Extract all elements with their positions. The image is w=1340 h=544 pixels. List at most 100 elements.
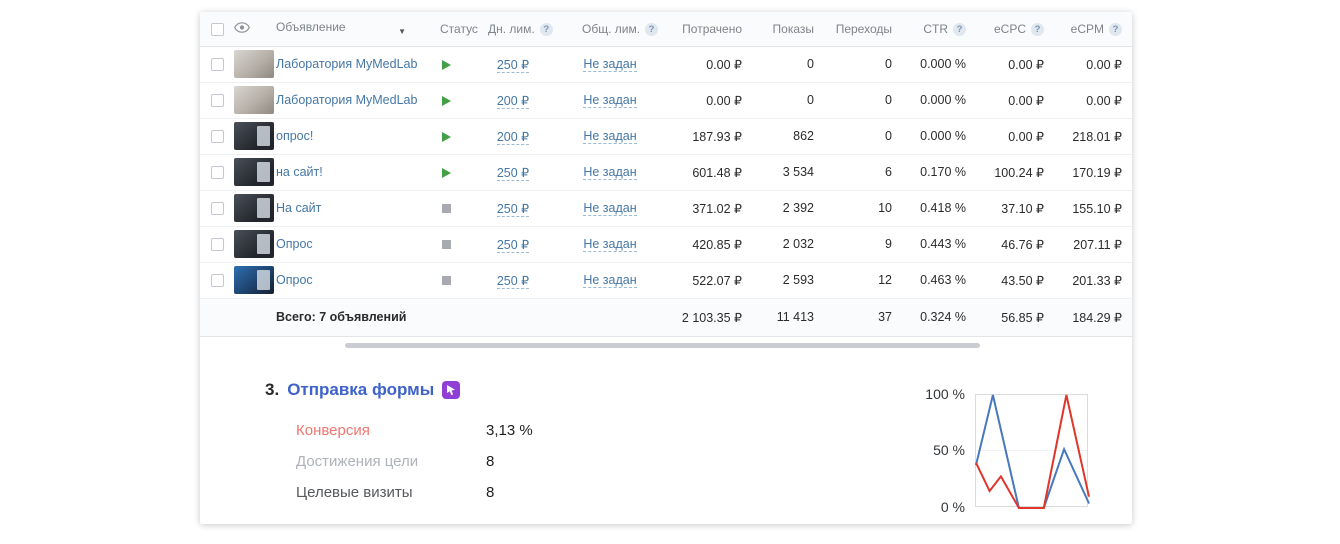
chart-ylabel: 0 %	[940, 498, 965, 515]
status-icon	[442, 167, 451, 178]
ecpc-cell: 37.10 ₽	[976, 190, 1054, 227]
daily-limit-link[interactable]: 250 ₽	[496, 237, 530, 253]
spent-cell: 601.48 ₽	[660, 154, 752, 191]
col-header-ecpc[interactable]: eCPC	[993, 21, 1026, 36]
impressions-cell: 2 032	[752, 226, 824, 263]
total-ecpc: 56.85 ₽	[976, 297, 1054, 337]
info-icon[interactable]	[953, 22, 966, 36]
daily-limit-link[interactable]: 250 ₽	[496, 165, 530, 181]
ad-thumbnail	[234, 230, 274, 258]
table-row: Лаборатория MyMedLab 250 ₽ Не задан 0.00…	[200, 46, 1132, 83]
col-header-daily-limit[interactable]: Дн. лим.	[488, 21, 535, 36]
impressions-cell: 2 593	[752, 262, 824, 299]
goal-chart: 100 % 50 % 0 %	[915, 387, 1090, 515]
status-icon	[442, 204, 451, 214]
daily-limit-link[interactable]: 250 ₽	[496, 273, 530, 289]
table-row: на сайт! 250 ₽ Не задан 601.48 ₽ 3 534 6…	[200, 154, 1132, 191]
total-limit-link[interactable]: Не задан	[583, 57, 637, 72]
impressions-cell: 0	[752, 82, 824, 119]
row-checkbox[interactable]	[210, 166, 224, 180]
ctr-cell: 0.443 %	[902, 226, 976, 263]
total-ctr: 0.324 %	[902, 297, 976, 337]
row-checkbox[interactable]	[210, 274, 224, 288]
ad-name-link[interactable]: Лаборатория MyMedLab	[276, 93, 418, 107]
col-header-total-limit[interactable]: Общ. лим.	[582, 21, 641, 36]
goal-title-link[interactable]: Отправка формы	[287, 379, 435, 399]
info-icon[interactable]	[645, 22, 659, 36]
metric-label: Конверсия	[296, 421, 370, 439]
total-row: Всего: 7 объявлений 2 103.35 ₽ 11 413 37…	[200, 297, 1132, 337]
ad-name-link[interactable]: опрос!	[276, 129, 314, 143]
impressions-cell: 3 534	[752, 154, 824, 191]
daily-limit-link[interactable]: 250 ₽	[496, 57, 530, 73]
ecpc-cell: 46.76 ₽	[976, 226, 1054, 263]
ad-name-link[interactable]: Опрос	[276, 273, 313, 287]
ad-name-link[interactable]: Опрос	[276, 237, 313, 251]
ad-name-link[interactable]: на сайт!	[276, 165, 323, 179]
table-row: Лаборатория MyMedLab 200 ₽ Не задан 0.00…	[200, 82, 1132, 119]
row-checkbox[interactable]	[210, 238, 224, 252]
ads-table: Объявление Статус Дн. лим. Общ. лим. Пот…	[200, 12, 1132, 337]
goal-header: 3. Отправка формы	[265, 380, 1132, 400]
total-limit-link[interactable]: Не задан	[583, 93, 637, 108]
ecpm-cell: 170.19 ₽	[1054, 154, 1132, 191]
ecpm-cell: 0.00 ₽	[1054, 82, 1132, 119]
clicks-cell: 0	[824, 46, 902, 83]
ecpm-cell: 218.01 ₽	[1054, 118, 1132, 155]
horizontal-scrollbar[interactable]	[345, 342, 980, 348]
ecpc-cell: 100.24 ₽	[976, 154, 1054, 191]
ctr-cell: 0.418 %	[902, 190, 976, 227]
metric-label: Достижения цели	[296, 452, 419, 470]
ads-table-body: Лаборатория MyMedLab 250 ₽ Не задан 0.00…	[200, 46, 1132, 299]
spent-cell: 522.07 ₽	[660, 262, 752, 299]
ad-thumbnail	[234, 122, 274, 150]
spent-cell: 0.00 ₽	[660, 46, 752, 83]
col-header-ecpm[interactable]: eCPM	[1070, 21, 1104, 36]
daily-limit-link[interactable]: 200 ₽	[496, 93, 530, 109]
info-icon[interactable]	[1109, 22, 1122, 36]
sort-caret-icon[interactable]	[398, 23, 406, 37]
ad-thumbnail	[234, 158, 274, 186]
row-checkbox[interactable]	[210, 58, 224, 72]
ad-thumbnail	[234, 86, 274, 114]
spent-cell: 420.85 ₽	[660, 226, 752, 263]
ad-name-link[interactable]: Лаборатория MyMedLab	[276, 57, 418, 71]
ecpm-cell: 201.33 ₽	[1054, 262, 1132, 299]
row-checkbox[interactable]	[210, 130, 224, 144]
info-icon[interactable]	[1031, 22, 1044, 36]
goal-chart-svg	[975, 394, 1090, 509]
total-spent: 2 103.35 ₽	[660, 297, 752, 337]
col-header-impressions[interactable]: Показы	[772, 21, 814, 36]
goal-section: 3. Отправка формы Конверсия 3,13 % Дости…	[200, 374, 1132, 514]
ecpc-cell: 43.50 ₽	[976, 262, 1054, 299]
total-clicks: 37	[824, 297, 902, 337]
daily-limit-link[interactable]: 200 ₽	[496, 129, 530, 145]
info-icon[interactable]	[539, 22, 553, 36]
col-header-spent[interactable]: Потрачено	[682, 21, 742, 36]
col-header-ad[interactable]: Объявление	[276, 20, 346, 35]
ad-name-link[interactable]: На сайт	[276, 201, 322, 215]
total-limit-link[interactable]: Не задан	[583, 237, 637, 252]
impressions-cell: 2 392	[752, 190, 824, 227]
daily-limit-link[interactable]: 250 ₽	[496, 201, 530, 217]
total-limit-link[interactable]: Не задан	[583, 201, 637, 216]
total-impressions: 11 413	[752, 297, 824, 337]
row-checkbox[interactable]	[210, 94, 224, 108]
row-checkbox[interactable]	[210, 202, 224, 216]
metric-row-target-visits: Целевые визиты 8	[296, 484, 636, 501]
total-limit-link[interactable]: Не задан	[583, 273, 637, 288]
visibility-eye-icon[interactable]	[234, 22, 250, 36]
metric-value: 3,13 %	[486, 421, 533, 439]
col-header-clicks[interactable]: Переходы	[835, 21, 892, 36]
total-limit-link[interactable]: Не задан	[583, 165, 637, 180]
spent-cell: 371.02 ₽	[660, 190, 752, 227]
total-limit-link[interactable]: Не задан	[583, 129, 637, 144]
col-header-status[interactable]: Статус	[440, 21, 478, 36]
col-header-ctr[interactable]: CTR	[923, 21, 948, 36]
metric-label: Целевые визиты	[296, 483, 413, 501]
select-all-checkbox[interactable]	[210, 22, 224, 36]
ctr-cell: 0.170 %	[902, 154, 976, 191]
clicks-cell: 0	[824, 82, 902, 119]
metric-row-goal-reaches: Достижения цели 8	[296, 453, 636, 470]
clicks-cell: 6	[824, 154, 902, 191]
